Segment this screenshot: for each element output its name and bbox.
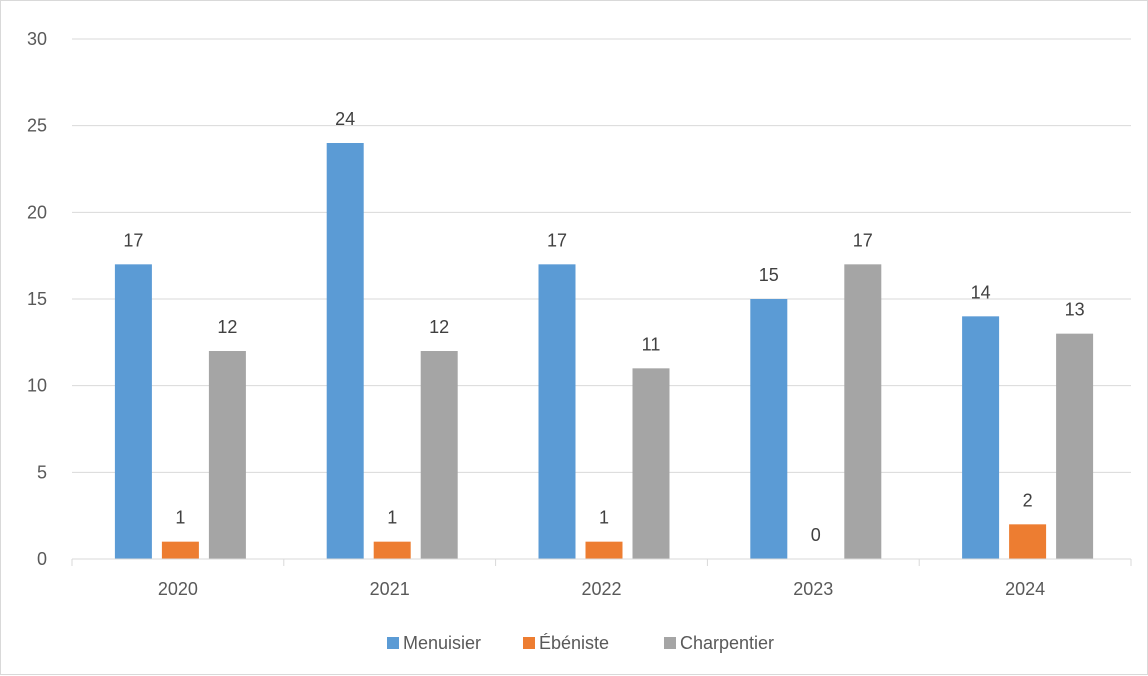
bar	[1009, 524, 1047, 559]
legend: Menuisier Ébéniste Charpentier	[387, 633, 774, 653]
data-label: 2	[1023, 490, 1033, 510]
y-tick-label: 10	[27, 376, 47, 396]
legend-swatch	[387, 637, 399, 649]
y-tick-label: 5	[37, 462, 47, 482]
y-axis-ticks: 0 5 10 15 20 25 30	[27, 29, 47, 569]
data-label: 17	[123, 230, 143, 250]
y-tick-label: 25	[27, 116, 47, 136]
x-tick-label: 2022	[581, 579, 621, 599]
bar	[962, 316, 1000, 559]
y-tick-label: 15	[27, 289, 47, 309]
bar	[585, 541, 623, 559]
y-tick-label: 0	[37, 549, 47, 569]
y-tick-label: 20	[27, 202, 47, 222]
data-label: 12	[429, 317, 449, 337]
bar	[1056, 333, 1094, 559]
bar	[750, 299, 788, 559]
data-label: 14	[971, 282, 991, 302]
x-tick-label: 2024	[1005, 579, 1045, 599]
x-tick-label: 2023	[793, 579, 833, 599]
bar	[114, 264, 152, 559]
data-label: 12	[217, 317, 237, 337]
legend-label: Charpentier	[680, 633, 774, 653]
bar	[326, 143, 364, 559]
gridlines	[72, 38, 1131, 473]
data-label: 1	[387, 508, 397, 528]
data-label: 17	[853, 230, 873, 250]
bars	[114, 143, 1094, 559]
legend-swatch	[664, 637, 676, 649]
legend-swatch	[523, 637, 535, 649]
x-tick-label: 2021	[370, 579, 410, 599]
x-tick-label: 2020	[158, 579, 198, 599]
bar	[844, 264, 882, 559]
data-label: 17	[547, 230, 567, 250]
bar	[161, 541, 199, 559]
x-axis: 2020 2021 2022 2023 2024	[71, 558, 1132, 599]
legend-label: Ébéniste	[539, 633, 609, 653]
data-label: 13	[1065, 300, 1085, 320]
bar	[420, 351, 458, 559]
legend-label: Menuisier	[403, 633, 481, 653]
data-label: 24	[335, 109, 355, 129]
data-label: 1	[175, 508, 185, 528]
bar	[632, 368, 670, 559]
bar	[208, 351, 246, 559]
data-label: 15	[759, 265, 779, 285]
y-tick-label: 30	[27, 29, 47, 49]
bar	[538, 264, 576, 559]
data-label: 0	[811, 525, 821, 545]
bar	[373, 541, 411, 559]
data-label: 11	[642, 334, 661, 354]
data-label: 1	[599, 508, 609, 528]
